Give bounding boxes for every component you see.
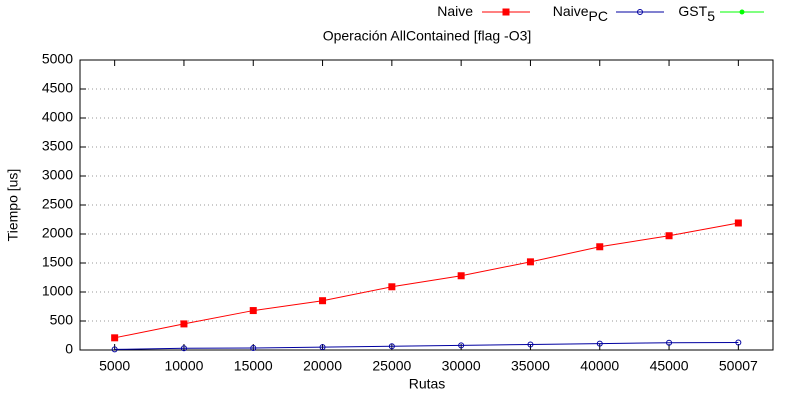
chart-title: Operación AllContained [flag -O3] — [323, 28, 532, 44]
marker — [111, 334, 119, 342]
legend-marker — [502, 8, 510, 16]
y-tick-label: 3500 — [42, 138, 73, 154]
x-tick-label: 40000 — [580, 358, 619, 374]
y-tick-label: 0 — [65, 341, 73, 357]
x-tick-label: 35000 — [511, 358, 550, 374]
legend-marker — [739, 9, 745, 15]
legend-name: GST — [678, 3, 707, 19]
x-tick-label: 50007 — [719, 358, 758, 374]
x-tick-label: 25000 — [372, 358, 411, 374]
y-tick-label: 4500 — [42, 80, 73, 96]
x-tick-label: 5000 — [99, 358, 130, 374]
plot-frame — [79, 59, 774, 351]
y-tick-label: 4000 — [42, 109, 73, 125]
marker — [319, 297, 327, 305]
marker — [735, 339, 742, 346]
y-tick-label: 3000 — [42, 167, 73, 183]
series-line — [114, 222, 739, 339]
legend-name: Naive — [437, 3, 473, 19]
legend-subscript: 5 — [707, 8, 715, 24]
x-tick-label: 20000 — [303, 358, 342, 374]
legend-subscript: PC — [589, 8, 608, 24]
legend-label: Naive — [437, 3, 473, 19]
marker — [734, 219, 742, 227]
x-tick-label: 10000 — [164, 358, 203, 374]
marker — [458, 342, 465, 349]
y-tick-label: 500 — [50, 312, 74, 328]
marker — [180, 345, 187, 352]
y-axis-label: Tiempo [us] — [5, 169, 21, 242]
marker — [526, 258, 534, 266]
marker — [388, 283, 396, 291]
marker — [249, 307, 257, 315]
y-tick-label: 1500 — [42, 254, 73, 270]
marker — [457, 272, 465, 280]
x-tick-label: 15000 — [234, 358, 273, 374]
y-tick-label: 2000 — [42, 225, 73, 241]
legend-marker — [637, 9, 643, 15]
marker — [527, 341, 534, 348]
marker — [596, 243, 604, 251]
y-tick-label: 2500 — [42, 196, 73, 212]
marker — [666, 339, 673, 346]
x-tick-label: 45000 — [650, 358, 689, 374]
legend-label: NaivePC — [553, 3, 608, 24]
marker — [180, 320, 188, 328]
x-axis-label: Rutas — [409, 376, 446, 392]
legend-name: Naive — [553, 3, 589, 19]
marker — [319, 344, 326, 351]
series-line — [114, 341, 739, 350]
y-tick-label: 1000 — [42, 283, 73, 299]
x-tick-label: 30000 — [442, 358, 481, 374]
marker — [250, 344, 257, 351]
marker — [388, 343, 395, 350]
marker — [111, 346, 118, 353]
marker — [665, 232, 673, 240]
legend-label: GST5 — [678, 3, 715, 24]
y-tick-label: 5000 — [42, 51, 73, 67]
marker — [596, 340, 603, 347]
